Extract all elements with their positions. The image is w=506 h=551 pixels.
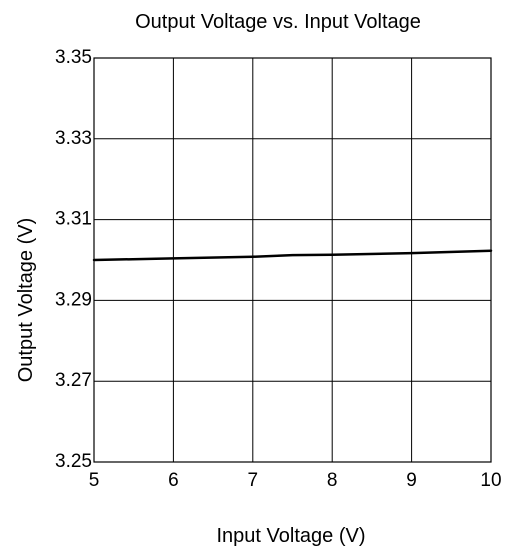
y-axis-label: Output Voltage (V) [15,218,37,383]
y-tick-label: 3.33 [55,128,92,149]
y-tick-label: 3.31 [55,209,92,230]
x-tick-labels: 5 6 7 8 9 10 [89,470,502,491]
x-tick-label: 5 [89,470,100,491]
x-tick-label: 7 [248,470,259,491]
x-tick-label: 10 [480,470,501,491]
series-layer [92,249,493,262]
y-tick-label: 3.27 [55,370,92,391]
x-tick-label: 9 [406,470,417,491]
chart-title: Output Voltage vs. Input Voltage [135,11,421,33]
y-tick-label: 3.29 [55,289,92,310]
y-tick-label: 3.35 [55,47,92,68]
x-tick-label: 8 [327,470,338,491]
output-voltage-series-line [92,249,493,262]
y-tick-label: 3.25 [55,451,92,472]
y-tick-labels: 3.25 3.27 3.29 3.31 3.33 3.35 [55,47,92,472]
x-axis-label: Input Voltage (V) [217,525,366,547]
x-tick-label: 6 [168,470,179,491]
